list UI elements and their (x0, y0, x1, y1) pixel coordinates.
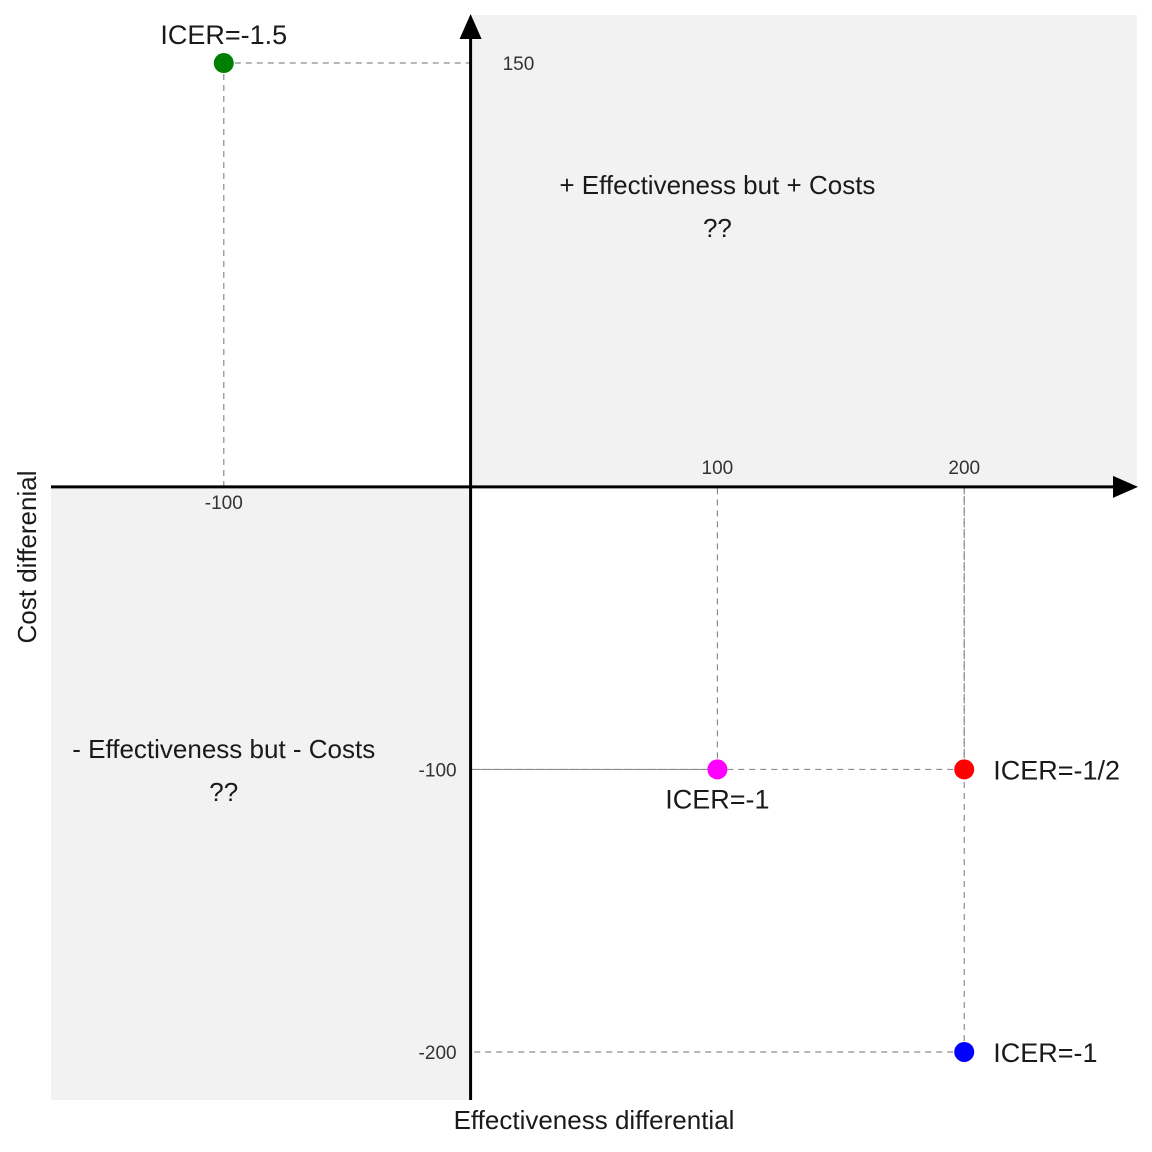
x-tick-label: 100 (702, 458, 734, 479)
y-tick-label: -200 (419, 1043, 457, 1064)
quadrant-shade-top-right (470, 15, 1137, 487)
x-tick-label: 200 (948, 458, 980, 479)
quadrant-note-top-right: ?? (703, 213, 732, 243)
data-point (954, 759, 975, 780)
y-tick-label: 150 (503, 54, 535, 75)
data-point (213, 53, 234, 74)
quadrant-label-top-right: + Effectiveness but + Costs (559, 170, 875, 200)
quadrant-label-bottom-left: - Effectiveness but - Costs (72, 734, 375, 764)
x-axis-arrow-icon (1113, 475, 1138, 498)
y-axis-label: Cost differenial (12, 471, 42, 644)
quadrant-shade-bottom-left (51, 486, 471, 1101)
y-axis-arrow-icon (459, 14, 482, 39)
point-label: ICER=-1.5 (160, 20, 287, 50)
data-point (954, 1041, 975, 1062)
point-label: ICER=-1 (665, 784, 769, 814)
data-point (707, 759, 728, 780)
y-tick-label: -100 (419, 760, 457, 781)
x-axis-label: Effectiveness differential (454, 1105, 735, 1135)
point-label: ICER=-1/2 (993, 755, 1120, 785)
x-tick-label: -100 (205, 493, 243, 514)
quadrant-note-bottom-left: ?? (209, 777, 238, 807)
point-label: ICER=-1 (993, 1038, 1097, 1068)
